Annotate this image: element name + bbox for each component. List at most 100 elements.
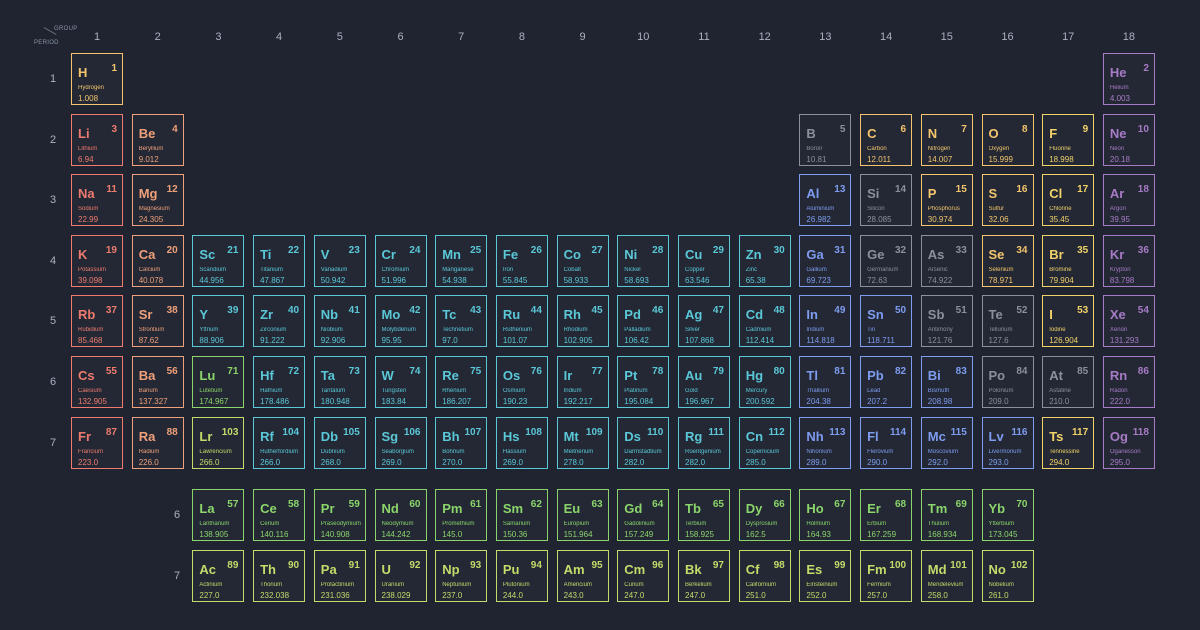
element-cell-rf[interactable]: Rf 104 Rutherfordium 266.0 bbox=[253, 416, 306, 469]
element-cell-u[interactable]: U 92 Uranium 238.029 bbox=[374, 549, 427, 602]
element-cell-k[interactable]: K 19 Potassium 39.098 bbox=[71, 234, 123, 287]
element-cell-cm[interactable]: Cm 96 Curium 247.0 bbox=[617, 549, 670, 602]
element-cell-hf[interactable]: Hf 72 Hafnium 178.486 bbox=[253, 356, 306, 408]
element-cell-li[interactable]: Li 3 Lithium 6.94 bbox=[71, 113, 123, 166]
element-cell-in[interactable]: In 49 Indium 114.818 bbox=[799, 295, 852, 348]
element-cell-yb[interactable]: Yb 70 Ytterbium 173.045 bbox=[981, 489, 1034, 541]
element-cell-lv[interactable]: Lv 116 Livermorium 293.0 bbox=[981, 416, 1034, 469]
element-cell-mn[interactable]: Mn 25 Manganese 54.938 bbox=[435, 234, 488, 287]
element-cell-ts[interactable]: Ts 117 Tennessine 294.0 bbox=[1042, 416, 1095, 469]
element-cell-ni[interactable]: Ni 28 Nickel 58.693 bbox=[617, 234, 670, 287]
element-cell-lr[interactable]: Lr 103 Lawrencium 266.0 bbox=[192, 416, 245, 469]
element-cell-ce[interactable]: Ce 58 Cerium 140.116 bbox=[253, 489, 306, 541]
element-cell-bh[interactable]: Bh 107 Bohrium 270.0 bbox=[435, 416, 488, 469]
element-cell-fe[interactable]: Fe 26 Iron 55.845 bbox=[495, 234, 548, 287]
element-cell-ti[interactable]: Ti 22 Titanium 47.867 bbox=[253, 234, 306, 287]
element-cell-th[interactable]: Th 90 Thorium 232.038 bbox=[253, 549, 306, 602]
element-cell-bk[interactable]: Bk 97 Berkelium 247.0 bbox=[678, 549, 730, 602]
element-cell-v[interactable]: V 23 Vanadium 50.942 bbox=[313, 234, 366, 287]
element-cell-na[interactable]: Na 11 Sodium 22.99 bbox=[71, 174, 123, 227]
element-cell-ra[interactable]: Ra 88 Radium 226.0 bbox=[131, 416, 184, 469]
element-cell-sm[interactable]: Sm 62 Samarium 150.36 bbox=[495, 489, 548, 541]
element-cell-cf[interactable]: Cf 98 Californium 251.0 bbox=[738, 549, 791, 602]
element-cell-au[interactable]: Au 79 Gold 196.967 bbox=[678, 356, 730, 408]
element-cell-rb[interactable]: Rb 37 Rubidium 85.468 bbox=[71, 295, 123, 348]
element-cell-po[interactable]: Po 84 Polonium 209.0 bbox=[981, 356, 1034, 408]
element-cell-w[interactable]: W 74 Tungsten 183.84 bbox=[374, 356, 427, 408]
element-cell-te[interactable]: Te 52 Tellurium 127.6 bbox=[981, 295, 1034, 348]
element-cell-ta[interactable]: Ta 73 Tantalum 180.948 bbox=[313, 356, 366, 408]
element-cell-i[interactable]: I 53 Iodine 126.904 bbox=[1042, 295, 1095, 348]
element-cell-tl[interactable]: Tl 81 Thallium 204.38 bbox=[799, 356, 852, 408]
element-cell-nd[interactable]: Nd 60 Neodymium 144.242 bbox=[374, 489, 427, 541]
element-cell-pu[interactable]: Pu 94 Plutonium 244.0 bbox=[495, 549, 548, 602]
element-cell-zn[interactable]: Zn 30 Zinc 65.38 bbox=[738, 234, 791, 287]
element-cell-ac[interactable]: Ac 89 Actinium 227.0 bbox=[192, 549, 245, 602]
element-cell-pt[interactable]: Pt 78 Platinum 195.084 bbox=[617, 356, 670, 408]
element-cell-as[interactable]: As 33 Arsenic 74.922 bbox=[920, 234, 973, 287]
element-cell-dy[interactable]: Dy 66 Dysprosium 162.5 bbox=[738, 489, 791, 541]
element-cell-co[interactable]: Co 27 Cobalt 58.933 bbox=[556, 234, 609, 287]
element-cell-ir[interactable]: Ir 77 Iridium 192.217 bbox=[556, 356, 609, 408]
element-cell-pd[interactable]: Pd 46 Palladium 106.42 bbox=[617, 295, 670, 348]
element-cell-ge[interactable]: Ge 32 Germanium 72.63 bbox=[860, 234, 913, 287]
element-cell-fm[interactable]: Fm 100 Fermium 257.0 bbox=[860, 549, 913, 602]
element-cell-ar[interactable]: Ar 18 Argon 39.95 bbox=[1102, 174, 1155, 227]
element-cell-sb[interactable]: Sb 51 Antimony 121.76 bbox=[920, 295, 973, 348]
element-cell-np[interactable]: Np 93 Neptunium 237.0 bbox=[435, 549, 488, 602]
element-cell-ga[interactable]: Ga 31 Gallium 69.723 bbox=[799, 234, 852, 287]
element-cell-re[interactable]: Re 75 Rhenium 186.207 bbox=[435, 356, 488, 408]
element-cell-tm[interactable]: Tm 69 Thulium 168.934 bbox=[920, 489, 973, 541]
element-cell-la[interactable]: La 57 Lanthanum 138.905 bbox=[192, 489, 245, 541]
element-cell-sc[interactable]: Sc 21 Scandium 44.956 bbox=[192, 234, 245, 287]
element-cell-n[interactable]: N 7 Nitrogen 14.007 bbox=[920, 113, 973, 166]
element-cell-ne[interactable]: Ne 10 Neon 20.18 bbox=[1102, 113, 1155, 166]
element-cell-ru[interactable]: Ru 44 Ruthenium 101.07 bbox=[495, 295, 548, 348]
element-cell-o[interactable]: O 8 Oxygen 15.999 bbox=[981, 113, 1034, 166]
element-cell-fr[interactable]: Fr 87 Francium 223.0 bbox=[71, 416, 123, 469]
element-cell-ho[interactable]: Ho 67 Holmium 164.93 bbox=[799, 489, 852, 541]
element-cell-sr[interactable]: Sr 38 Strontium 87.62 bbox=[131, 295, 184, 348]
element-cell-mg[interactable]: Mg 12 Magnesium 24.305 bbox=[131, 174, 184, 227]
element-cell-pa[interactable]: Pa 91 Protactinium 231.036 bbox=[313, 549, 366, 602]
element-cell-cn[interactable]: Cn 112 Copernicium 285.0 bbox=[738, 416, 791, 469]
element-cell-zr[interactable]: Zr 40 Zirconium 91.222 bbox=[253, 295, 306, 348]
element-cell-lu[interactable]: Lu 71 Lutetium 174.967 bbox=[192, 356, 245, 408]
element-cell-hs[interactable]: Hs 108 Hassium 269.0 bbox=[495, 416, 548, 469]
element-cell-br[interactable]: Br 35 Bromine 79.904 bbox=[1042, 234, 1095, 287]
element-cell-nb[interactable]: Nb 41 Niobium 92.906 bbox=[313, 295, 366, 348]
element-cell-mt[interactable]: Mt 109 Meitnerium 278.0 bbox=[556, 416, 609, 469]
element-cell-sg[interactable]: Sg 106 Seaborgium 269.0 bbox=[374, 416, 427, 469]
element-cell-si[interactable]: Si 14 Silicon 28.085 bbox=[860, 174, 913, 227]
element-cell-og[interactable]: Og 118 Oganesson 295.0 bbox=[1102, 416, 1155, 469]
element-cell-se[interactable]: Se 34 Selenium 78.971 bbox=[981, 234, 1034, 287]
element-cell-sn[interactable]: Sn 50 Tin 118.711 bbox=[860, 295, 913, 348]
element-cell-cr[interactable]: Cr 24 Chromium 51.996 bbox=[374, 234, 427, 287]
element-cell-no[interactable]: No 102 Nobelium 261.0 bbox=[981, 549, 1034, 602]
element-cell-md[interactable]: Md 101 Mendelevium 258.0 bbox=[920, 549, 973, 602]
element-cell-am[interactable]: Am 95 Americium 243.0 bbox=[556, 549, 609, 602]
element-cell-tc[interactable]: Tc 43 Technetium 97.0 bbox=[435, 295, 488, 348]
element-cell-fl[interactable]: Fl 114 Flerovium 290.0 bbox=[860, 416, 913, 469]
element-cell-bi[interactable]: Bi 83 Bismuth 208.98 bbox=[920, 356, 973, 408]
element-cell-es[interactable]: Es 99 Einsteinium 252.0 bbox=[799, 549, 852, 602]
element-cell-nh[interactable]: Nh 113 Nihonium 289.0 bbox=[799, 416, 852, 469]
element-cell-pr[interactable]: Pr 59 Praseodymium 140.908 bbox=[313, 489, 366, 541]
element-cell-al[interactable]: Al 13 Aluminium 26.982 bbox=[799, 174, 852, 227]
element-cell-c[interactable]: C 6 Carbon 12.011 bbox=[860, 113, 913, 166]
element-cell-mc[interactable]: Mc 115 Moscovium 292.0 bbox=[920, 416, 973, 469]
element-cell-f[interactable]: F 9 Fluorine 18.998 bbox=[1042, 113, 1095, 166]
element-cell-hg[interactable]: Hg 80 Mercury 200.592 bbox=[738, 356, 791, 408]
element-cell-ds[interactable]: Ds 110 Darmstadtium 282.0 bbox=[617, 416, 670, 469]
element-cell-cs[interactable]: Cs 55 Caesium 132.905 bbox=[71, 356, 123, 408]
element-cell-db[interactable]: Db 105 Dubnium 268.0 bbox=[313, 416, 366, 469]
element-cell-s[interactable]: S 16 Sulfur 32.06 bbox=[981, 174, 1034, 227]
element-cell-er[interactable]: Er 68 Erbium 167.259 bbox=[860, 489, 913, 541]
element-cell-pm[interactable]: Pm 61 Promethium 145.0 bbox=[435, 489, 488, 541]
element-cell-he[interactable]: He 2 Helium 4.003 bbox=[1102, 53, 1155, 105]
element-cell-gd[interactable]: Gd 64 Gadolinium 157.249 bbox=[617, 489, 670, 541]
element-cell-tb[interactable]: Tb 65 Terbium 158.925 bbox=[678, 489, 730, 541]
element-cell-eu[interactable]: Eu 63 Europium 151.964 bbox=[556, 489, 609, 541]
element-cell-cl[interactable]: Cl 17 Chlorine 35.45 bbox=[1042, 174, 1095, 227]
element-cell-rh[interactable]: Rh 45 Rhodium 102.905 bbox=[556, 295, 609, 348]
